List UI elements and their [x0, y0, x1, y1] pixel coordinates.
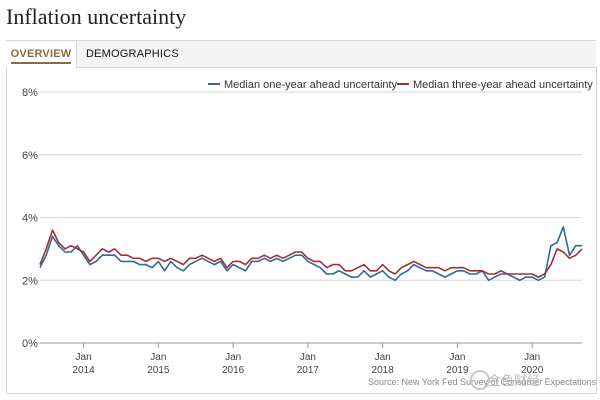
- x-tick-label: Jan: [150, 352, 166, 363]
- y-tick-label: 2%: [22, 275, 38, 287]
- y-tick-label: 0%: [22, 338, 38, 350]
- watermark-text: 金色财经: [488, 373, 541, 388]
- x-tick-label: Jan: [225, 352, 241, 363]
- x-tick-label: Jan: [300, 352, 316, 363]
- x-tick-year-label: 2017: [297, 365, 320, 376]
- tab-overview[interactable]: OVERVIEW: [6, 41, 77, 68]
- y-tick-label: 4%: [22, 213, 38, 225]
- x-tick-year-label: 2015: [147, 365, 170, 376]
- x-tick-year-label: 2018: [372, 365, 395, 376]
- gridlines: [40, 91, 582, 344]
- x-tick-year-label: 2020: [521, 365, 544, 376]
- legend-label-three-year: Median three-year ahead uncertainty: [413, 79, 593, 91]
- legend: Median one-year ahead uncertainty Median …: [208, 79, 593, 91]
- tab-bar: OVERVIEW DEMOGRAPHICS: [6, 40, 596, 68]
- y-tick-label: 8%: [22, 87, 38, 99]
- x-tick-label: Jan: [524, 352, 540, 363]
- x-tick-year-label: 2014: [72, 365, 95, 376]
- series-lines: [39, 226, 583, 282]
- series-line-one-year: [39, 226, 582, 282]
- x-tick-year-label: 2016: [222, 365, 245, 376]
- chart-panel: [6, 67, 597, 394]
- watermark-logo-icon: [470, 370, 490, 390]
- y-tick-label: 6%: [22, 150, 38, 162]
- legend-label-one-year: Median one-year ahead uncertainty: [224, 79, 398, 91]
- x-tick-label: Jan: [449, 352, 465, 363]
- tab-demographics[interactable]: DEMOGRAPHICS: [86, 48, 179, 60]
- x-axis: Jan 2014 Jan 2015 Jan 2016 Jan 2017 Jan 2018 Jan 20…: [72, 343, 544, 376]
- series-line-three-year: [39, 229, 583, 278]
- page-title: Inflation uncertainty: [6, 4, 187, 29]
- tab-overview-label: OVERVIEW: [10, 48, 72, 64]
- x-tick-year-label: 2019: [446, 365, 469, 376]
- x-tick-label: Jan: [76, 352, 92, 363]
- y-axis: 0% 2% 4% 6% 8%: [22, 87, 38, 350]
- x-tick-label: Jan: [375, 352, 391, 363]
